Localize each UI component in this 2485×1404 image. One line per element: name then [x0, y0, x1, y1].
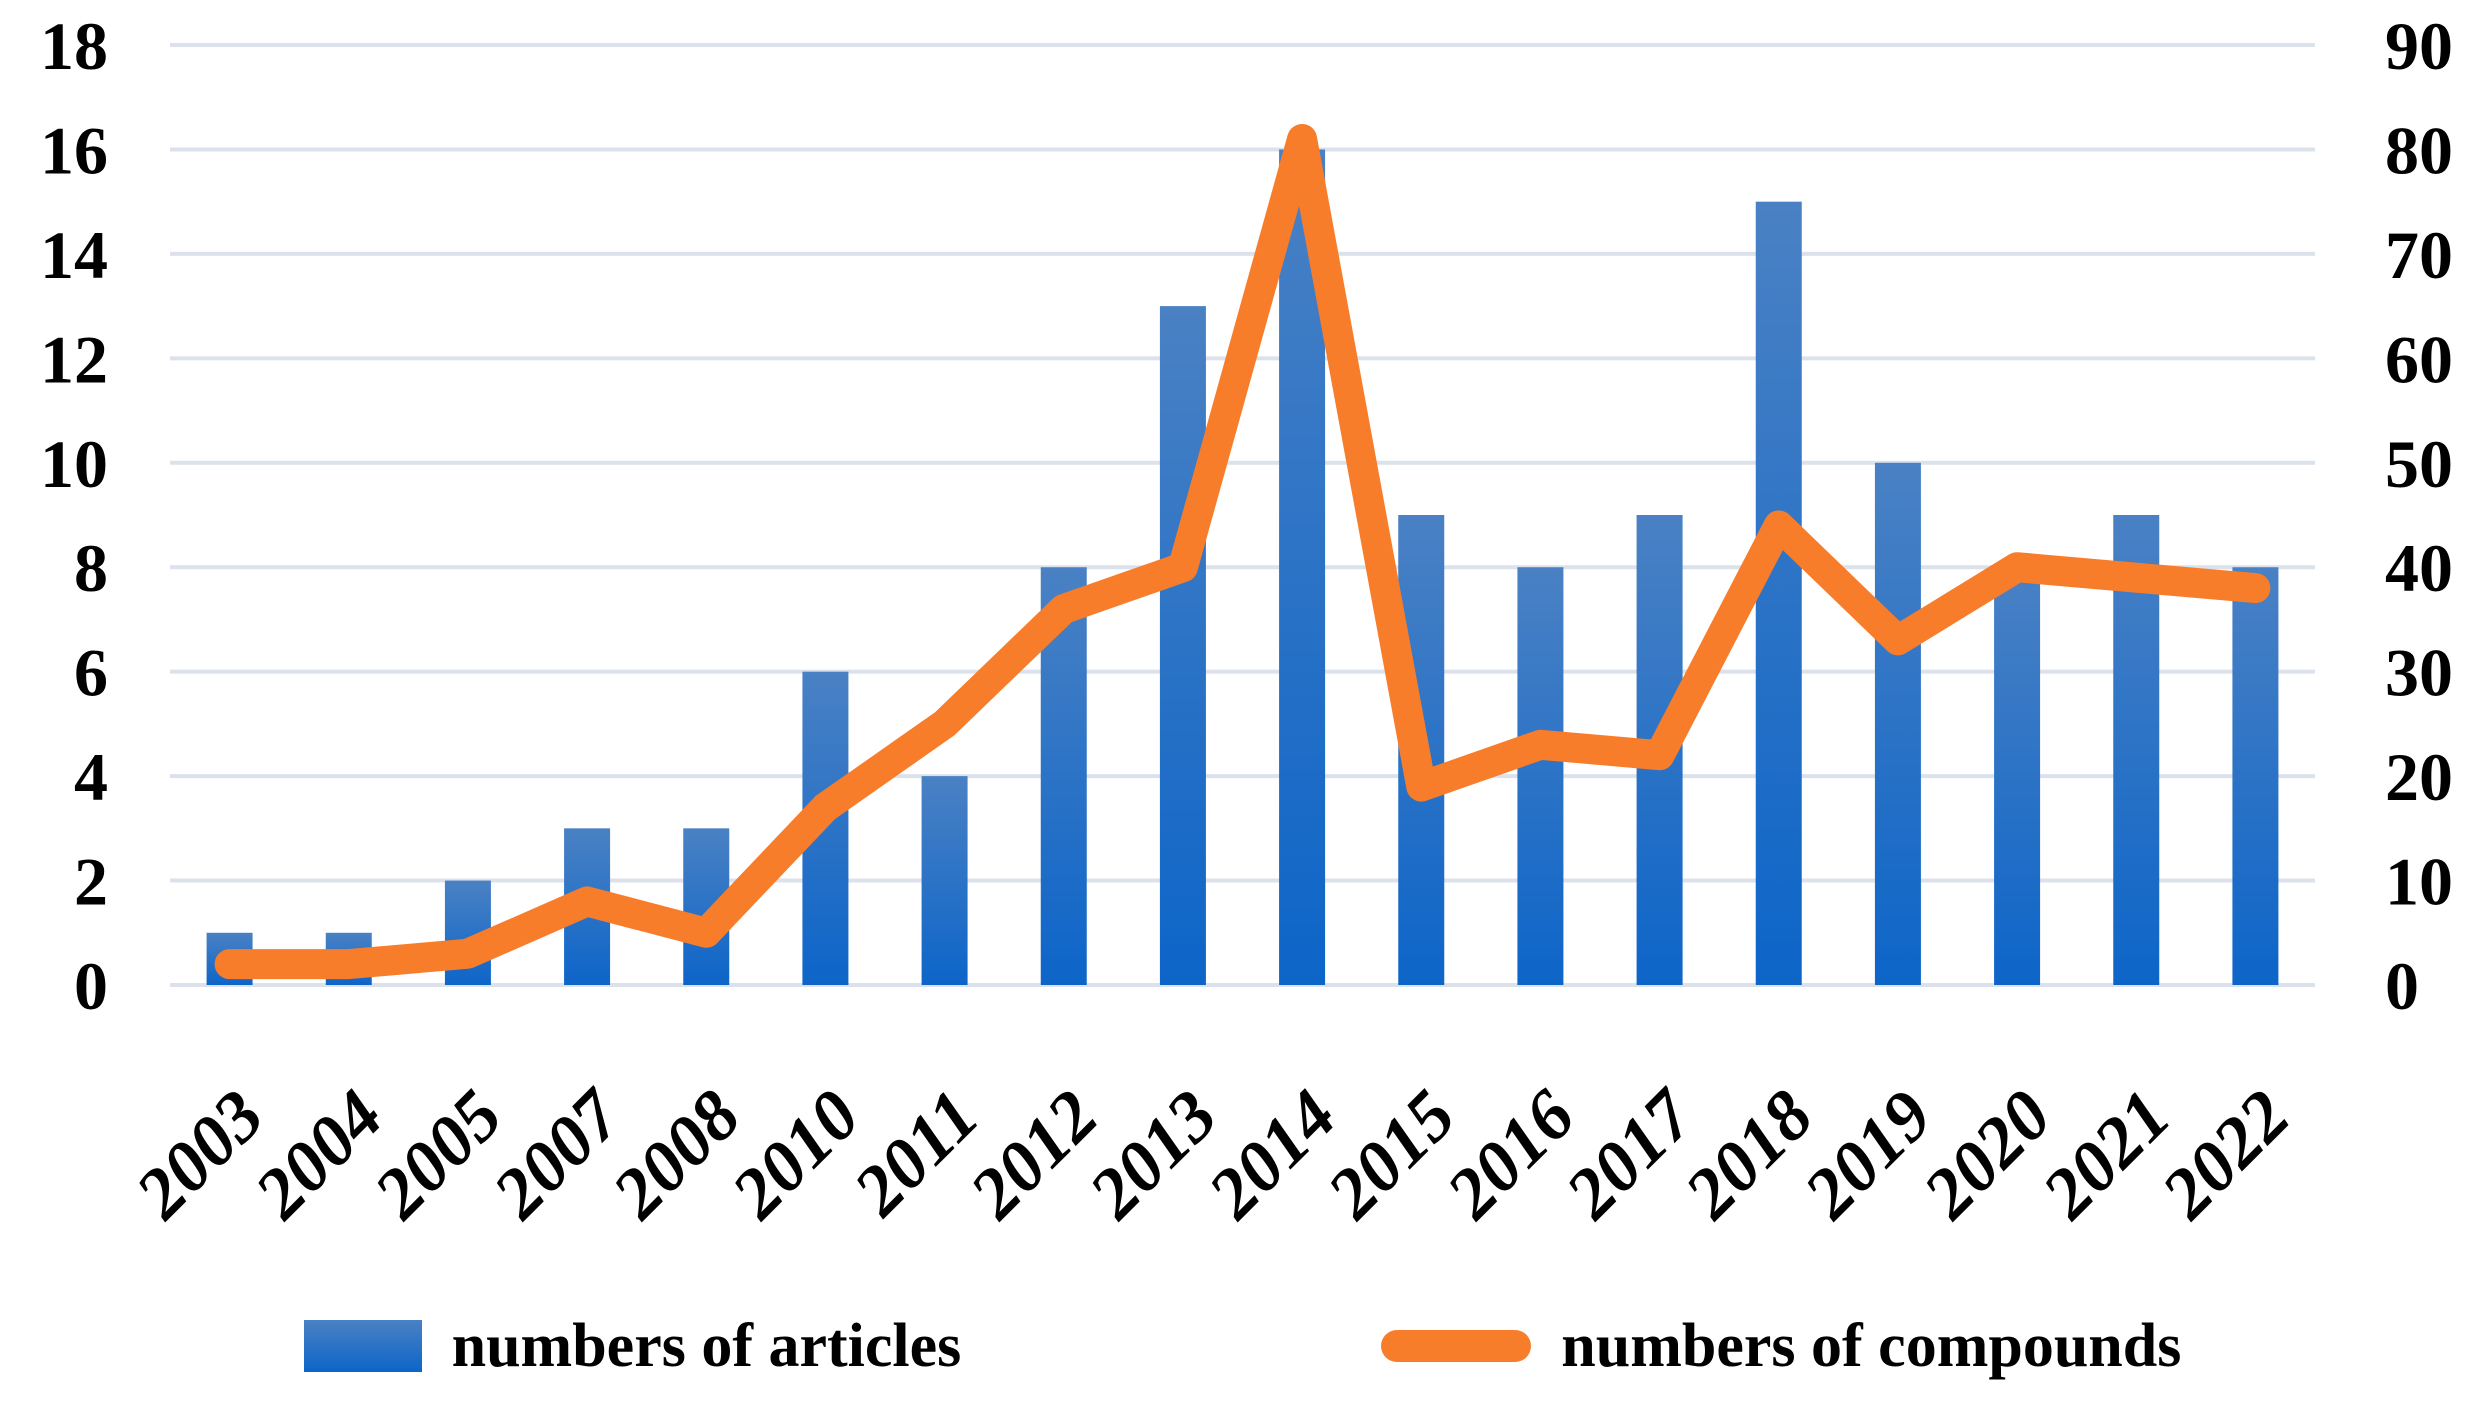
left-axis-tick-2: 2	[74, 844, 108, 920]
x-axis-label-2022: 2022	[2146, 1075, 2305, 1234]
left-axis-tick-14: 14	[40, 217, 108, 293]
right-axis-tick-90: 90	[2385, 8, 2453, 84]
articles-bar-swatch-icon	[303, 1320, 422, 1372]
left-axis-tick-10: 10	[40, 426, 108, 502]
bar-2011	[921, 776, 968, 985]
x-axis-label-2020: 2020	[1907, 1075, 2066, 1234]
left-axis-tick-12: 12	[40, 321, 108, 397]
right-axis-tick-80: 80	[2385, 112, 2453, 188]
right-axis-tick-60: 60	[2385, 321, 2453, 397]
gridlines	[170, 43, 2315, 987]
x-axis-label-2018: 2018	[1669, 1075, 1828, 1234]
bar-2016	[1517, 567, 1564, 985]
compounds-line	[214, 124, 2271, 980]
left-axis-tick-0: 0	[74, 948, 108, 1024]
right-axis-tick-0: 0	[2385, 948, 2419, 1024]
right-axis-tick-30: 30	[2385, 635, 2453, 711]
x-axis-label-2008: 2008	[596, 1075, 755, 1234]
x-axis-label-2011: 2011	[838, 1075, 994, 1231]
x-axis-label-2021: 2021	[2026, 1075, 2185, 1234]
x-axis-label-2004: 2004	[239, 1075, 398, 1234]
legend-item-compounds: numbers of compounds	[1381, 1315, 2181, 1377]
bar-2019	[1874, 462, 1921, 985]
x-axis-label-2012: 2012	[954, 1075, 1113, 1234]
bar-2018	[1755, 201, 1802, 985]
x-axis-label-2017: 2017	[1550, 1073, 1711, 1234]
legend: numbers of articles numbers of compounds	[0, 1296, 2485, 1396]
x-axis-label-2003: 2003	[120, 1075, 279, 1234]
bar-2020	[1994, 567, 2041, 985]
right-axis-tick-70: 70	[2385, 217, 2453, 293]
x-axis-labels: 2003200420052007200820102011201220132014…	[120, 1073, 2305, 1234]
right-axis-tick-10: 10	[2385, 844, 2453, 920]
right-axis-tick-50: 50	[2385, 426, 2453, 502]
x-axis-label-2015: 2015	[1311, 1075, 1470, 1234]
x-axis-label-2013: 2013	[1073, 1075, 1232, 1234]
left-axis-tick-8: 8	[74, 530, 108, 606]
legend-label-articles: numbers of articles	[451, 1312, 962, 1380]
bar-2013	[1159, 306, 1206, 986]
bar-2022	[2232, 567, 2279, 985]
x-axis-label-2014: 2014	[1192, 1075, 1351, 1234]
x-axis-label-2007: 2007	[477, 1073, 638, 1234]
right-axis-tick-20: 20	[2385, 739, 2453, 815]
right-axis-tick-40: 40	[2385, 530, 2453, 606]
x-axis-label-2010: 2010	[716, 1075, 875, 1234]
compounds-line-swatch-icon	[1381, 1330, 1532, 1362]
left-axis-tick-6: 6	[74, 635, 108, 711]
x-axis-label-2005: 2005	[358, 1075, 517, 1234]
legend-item-articles: numbers of articles	[303, 1312, 962, 1380]
left-axis-ticks: 0 2 4 6 8 10 12 14 16 18	[40, 8, 108, 1024]
x-axis-label-2016: 2016	[1431, 1075, 1590, 1234]
legend-label-compounds: numbers of compounds	[1561, 1312, 2182, 1380]
x-axis-label-2019: 2019	[1788, 1075, 1947, 1234]
right-axis-ticks: 0 10 20 30 40 50 60 70 80 90	[2385, 8, 2453, 1024]
left-axis-tick-4: 4	[74, 739, 108, 815]
left-axis-tick-18: 18	[40, 8, 108, 84]
left-axis-tick-16: 16	[40, 112, 108, 188]
compounds-line-group	[214, 124, 2271, 980]
